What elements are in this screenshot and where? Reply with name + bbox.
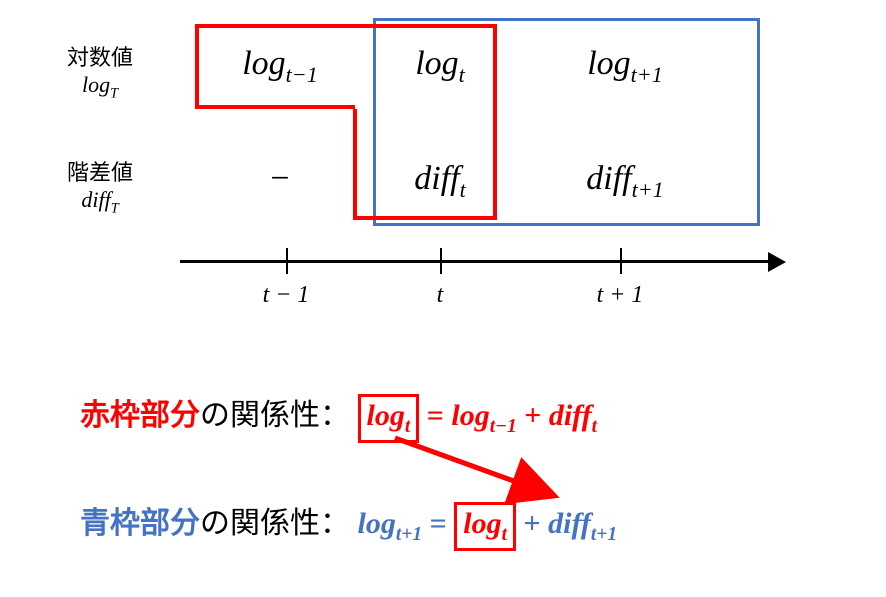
rowlabel-log-math: logT: [40, 72, 160, 102]
axis-arrowhead: [768, 252, 786, 272]
eq-blue-difftp1: difft+1: [548, 507, 617, 540]
axis-tick-3: [620, 248, 622, 274]
eq-blue-kankei: の関係性：: [200, 507, 350, 540]
rowlabel-log: 対数値 logT: [40, 40, 160, 102]
eq-red-difft: difft: [549, 399, 597, 432]
eq-red-logtm1: logt−1: [451, 399, 516, 432]
arrow-icon: [370, 430, 620, 510]
eq-red-kankei: の関係性：: [200, 399, 350, 432]
rowlabel-diff-jp: 階差値: [40, 155, 160, 187]
axis-line: [180, 260, 770, 263]
eq-blue-eq: =: [430, 507, 455, 540]
rowlabel-log-jp: 対数値: [40, 40, 160, 72]
eq-red-prefix: 赤枠部分: [80, 399, 200, 432]
axis-label-3: t + 1: [580, 282, 660, 309]
axis-label-2: t: [420, 282, 460, 309]
eq-blue-plus: +: [524, 507, 549, 540]
eq-red-eq: =: [427, 399, 452, 432]
cell-diff-tm1: −: [210, 160, 350, 198]
eq-blue-prefix: 青枠部分: [80, 507, 200, 540]
red-frame-top: [195, 24, 497, 109]
eq-red-plus: +: [524, 399, 549, 432]
rowlabel-diff-math: diffT: [40, 187, 160, 217]
red-frame-step: [195, 105, 355, 109]
axis-tick-1: [286, 248, 288, 274]
axis-label-1: t − 1: [246, 282, 326, 309]
eq-blue-logtp1: logt+1: [358, 507, 423, 540]
axis-tick-2: [440, 248, 442, 274]
red-frame-bottom: [353, 109, 497, 220]
rowlabel-diff: 階差値 diffT: [40, 155, 160, 217]
